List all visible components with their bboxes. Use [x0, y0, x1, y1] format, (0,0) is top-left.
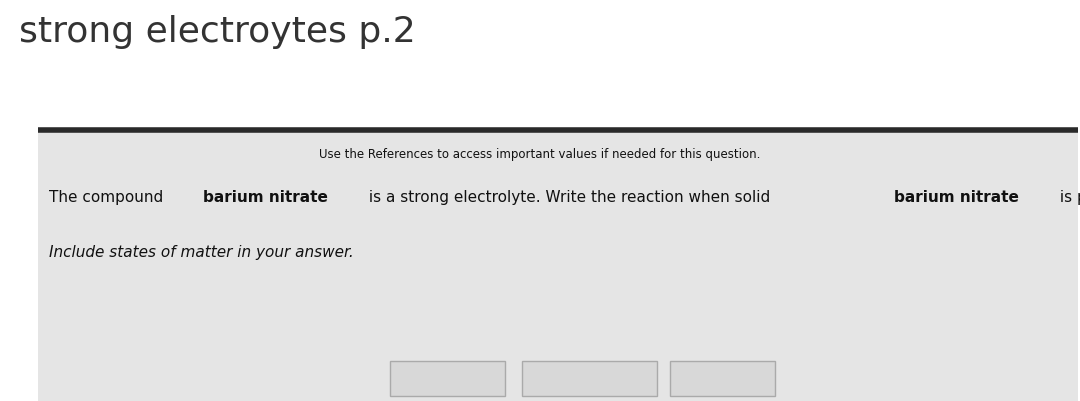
Text: strong electroytes p.2: strong electroytes p.2 [19, 15, 416, 49]
Text: The compound: The compound [49, 190, 167, 205]
Text: is put into water.: is put into water. [1055, 190, 1080, 205]
Bar [522, 361, 657, 396]
Bar [390, 361, 505, 396]
Bar [670, 361, 775, 396]
Text: Include states of matter in your answer.: Include states of matter in your answer. [49, 245, 353, 260]
Text: Use the References to access important values if needed for this question.: Use the References to access important v… [320, 148, 760, 161]
Text: is a strong electrolyte. Write the reaction when solid: is a strong electrolyte. Write the react… [364, 190, 774, 205]
Text: barium nitrate: barium nitrate [203, 190, 327, 205]
Bar [38, 130, 1078, 401]
Text: barium nitrate: barium nitrate [894, 190, 1020, 205]
